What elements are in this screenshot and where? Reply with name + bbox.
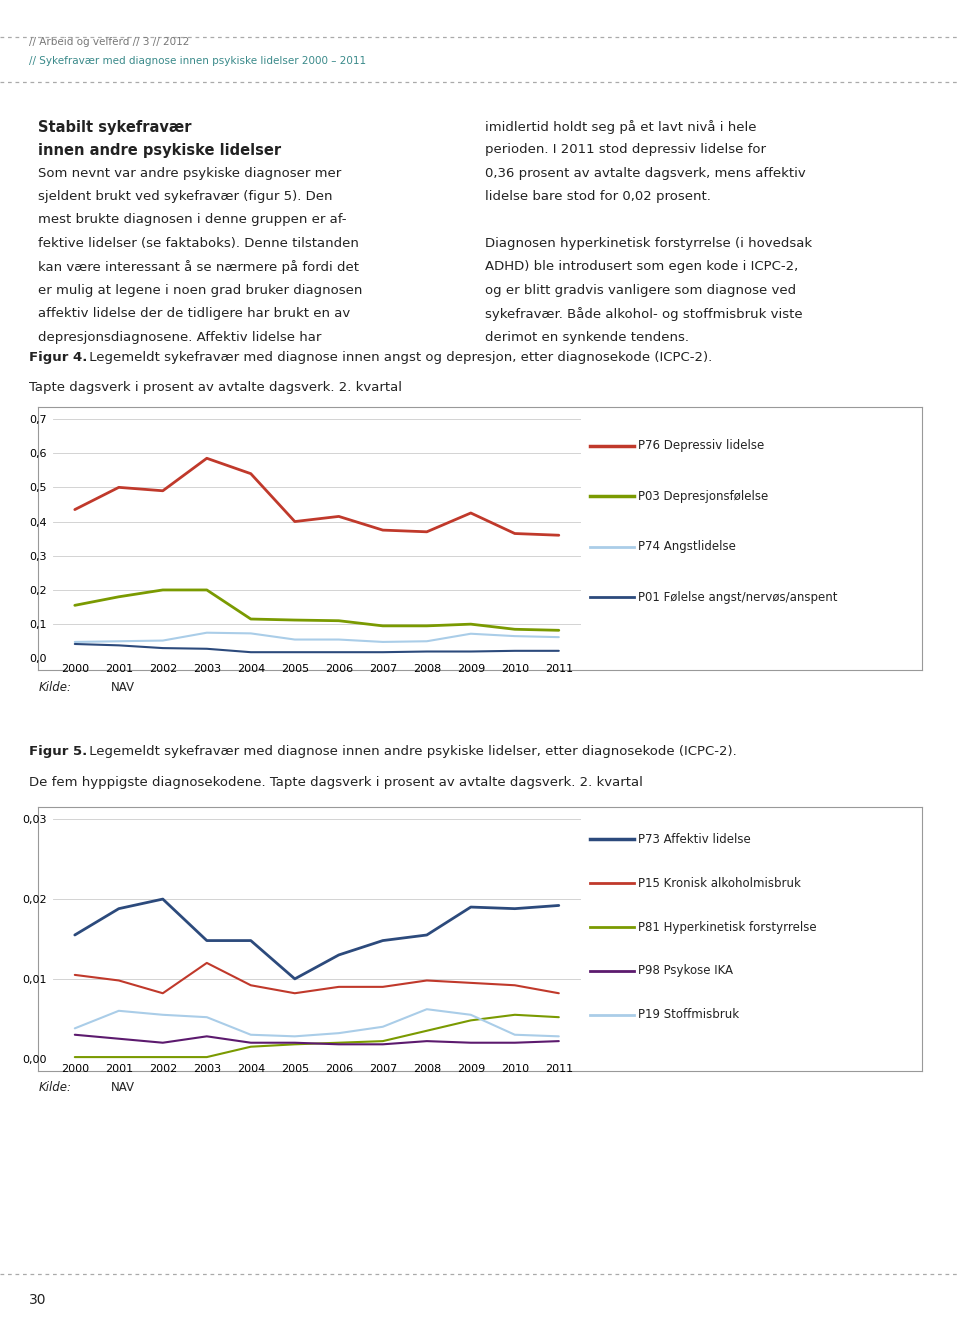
Text: De fem hyppigste diagnosekodene. Tapte dagsverk i prosent av avtalte dagsverk. 2: De fem hyppigste diagnosekodene. Tapte d… bbox=[29, 775, 642, 789]
Text: sjeldent brukt ved sykefravær (figur 5). Den: sjeldent brukt ved sykefravær (figur 5).… bbox=[37, 190, 332, 203]
Text: NAV: NAV bbox=[111, 1081, 135, 1095]
Text: ADHD) ble introdusert som egen kode i ICPC-2,: ADHD) ble introdusert som egen kode i IC… bbox=[485, 261, 798, 273]
Text: Legemeldt sykefravær med diagnose innen angst og depresjon, etter diagnosekode (: Legemeldt sykefravær med diagnose innen … bbox=[84, 351, 712, 364]
Text: P98 Psykose IKA: P98 Psykose IKA bbox=[638, 964, 733, 978]
Text: depresjonsdiagnosene. Affektiv lidelse har: depresjonsdiagnosene. Affektiv lidelse h… bbox=[37, 331, 322, 343]
Text: Diagnosen hyperkinetisk forstyrrelse (i hovedsak: Diagnosen hyperkinetisk forstyrrelse (i … bbox=[485, 237, 811, 250]
Text: sykefravær. Både alkohol- og stoffmisbruk viste: sykefravær. Både alkohol- og stoffmisbru… bbox=[485, 307, 803, 321]
Text: NAV: NAV bbox=[111, 681, 135, 694]
Text: affektiv lidelse der de tidligere har brukt en av: affektiv lidelse der de tidligere har br… bbox=[37, 307, 350, 321]
Text: Kilde:: Kilde: bbox=[38, 681, 71, 694]
Text: Stabilt sykefravær: Stabilt sykefravær bbox=[37, 120, 191, 134]
Text: P01 Følelse angst/nervøs/anspent: P01 Følelse angst/nervøs/anspent bbox=[638, 591, 838, 604]
Text: Kilde:: Kilde: bbox=[38, 1081, 71, 1095]
Text: imidlertid holdt seg på et lavt nivå i hele: imidlertid holdt seg på et lavt nivå i h… bbox=[485, 120, 756, 134]
Text: fektive lidelser (se faktaboks). Denne tilstanden: fektive lidelser (se faktaboks). Denne t… bbox=[37, 237, 359, 250]
Text: kan være interessant å se nærmere på fordi det: kan være interessant å se nærmere på for… bbox=[37, 261, 359, 274]
Text: P03 Depresjonsfølelse: P03 Depresjonsfølelse bbox=[638, 489, 769, 503]
Text: Legemeldt sykefravær med diagnose innen andre psykiske lidelser, etter diagnosek: Legemeldt sykefravær med diagnose innen … bbox=[84, 745, 736, 758]
Text: P19 Stoffmisbruk: P19 Stoffmisbruk bbox=[638, 1008, 739, 1021]
Text: P74 Angstlidelse: P74 Angstlidelse bbox=[638, 540, 736, 553]
Text: 30: 30 bbox=[29, 1293, 46, 1307]
Text: P76 Depressiv lidelse: P76 Depressiv lidelse bbox=[638, 439, 765, 452]
Text: P81 Hyperkinetisk forstyrrelse: P81 Hyperkinetisk forstyrrelse bbox=[638, 920, 817, 934]
Text: Figur 4.: Figur 4. bbox=[29, 351, 87, 364]
Text: lidelse bare stod for 0,02 prosent.: lidelse bare stod for 0,02 prosent. bbox=[485, 190, 710, 203]
Text: Figur 5.: Figur 5. bbox=[29, 745, 87, 758]
Text: mest brukte diagnosen i denne gruppen er af-: mest brukte diagnosen i denne gruppen er… bbox=[37, 213, 347, 226]
Text: P15 Kronisk alkoholmisbruk: P15 Kronisk alkoholmisbruk bbox=[638, 876, 802, 890]
Text: innen andre psykiske lidelser: innen andre psykiske lidelser bbox=[37, 144, 281, 158]
Text: derimot en synkende tendens.: derimot en synkende tendens. bbox=[485, 331, 688, 343]
Text: er mulig at legene i noen grad bruker diagnosen: er mulig at legene i noen grad bruker di… bbox=[37, 283, 362, 297]
Text: og er blitt gradvis vanligere som diagnose ved: og er blitt gradvis vanligere som diagno… bbox=[485, 283, 796, 297]
Text: 0,36 prosent av avtalte dagsverk, mens affektiv: 0,36 prosent av avtalte dagsverk, mens a… bbox=[485, 166, 805, 180]
Text: // Sykefravær med diagnose innen psykiske lidelser 2000 – 2011: // Sykefravær med diagnose innen psykisk… bbox=[29, 56, 366, 66]
Text: P73 Affektiv lidelse: P73 Affektiv lidelse bbox=[638, 833, 751, 846]
Text: // Arbeid og velferd // 3 // 2012: // Arbeid og velferd // 3 // 2012 bbox=[29, 37, 189, 48]
Text: Som nevnt var andre psykiske diagnoser mer: Som nevnt var andre psykiske diagnoser m… bbox=[37, 166, 341, 180]
Text: perioden. I 2011 stod depressiv lidelse for: perioden. I 2011 stod depressiv lidelse … bbox=[485, 144, 765, 156]
Text: Tapte dagsverk i prosent av avtalte dagsverk. 2. kvartal: Tapte dagsverk i prosent av avtalte dags… bbox=[29, 380, 402, 394]
